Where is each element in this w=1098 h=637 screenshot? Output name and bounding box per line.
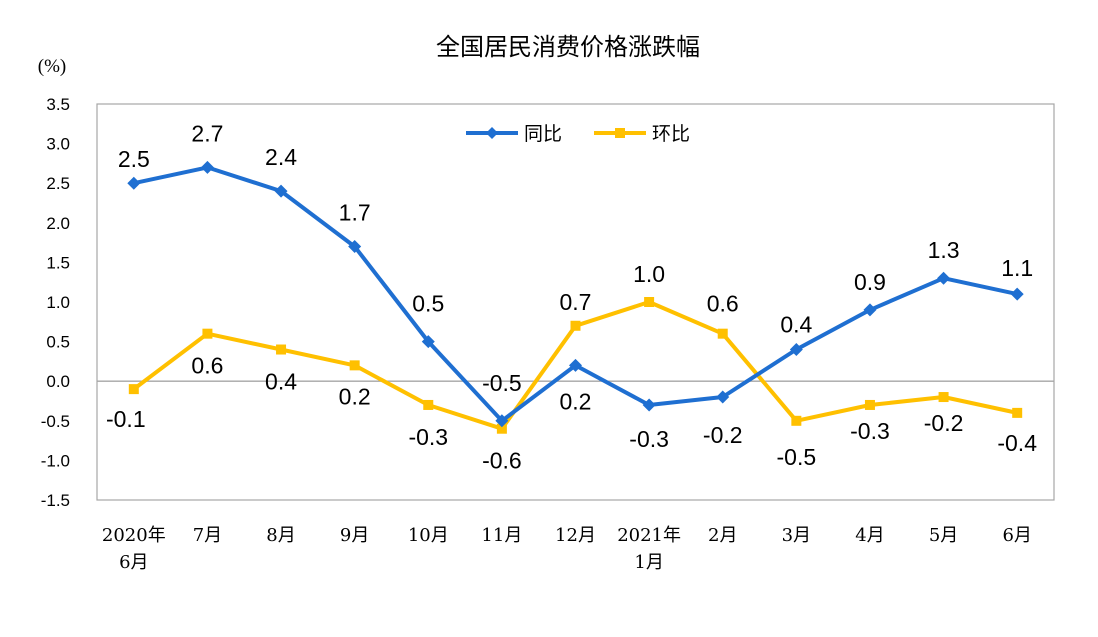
- data-label-mom: 1.0: [633, 261, 665, 287]
- data-point-yoy: [200, 160, 214, 174]
- legend-marker-mom: [615, 128, 625, 138]
- y-tick-label: -1.0: [41, 451, 70, 470]
- legend-label-mom: 环比: [652, 123, 690, 145]
- x-tick-label: 2021年: [617, 525, 681, 546]
- data-point-mom: [644, 297, 655, 307]
- data-label-mom: -0.1: [106, 406, 146, 432]
- x-tick-label: 6月: [119, 552, 148, 573]
- data-point-mom: [276, 344, 287, 355]
- data-label-mom: 0.2: [339, 383, 371, 409]
- data-point-yoy: [716, 390, 730, 404]
- data-point-mom: [349, 360, 360, 371]
- data-label-mom: 0.7: [560, 289, 592, 315]
- data-point-yoy: [1010, 287, 1024, 301]
- x-tick-label: 4月: [855, 525, 884, 546]
- data-label-yoy: 2.7: [191, 120, 223, 146]
- data-label-yoy: -0.2: [703, 422, 743, 448]
- x-tick-label: 1月: [634, 552, 663, 573]
- y-tick-label: 2.0: [46, 214, 70, 233]
- data-point-mom: [1012, 407, 1023, 418]
- data-point-yoy: [127, 176, 141, 190]
- y-tick-label: -0.5: [41, 412, 70, 431]
- data-label-yoy: 1.7: [339, 200, 371, 226]
- data-point-yoy: [348, 240, 362, 254]
- data-point-mom: [791, 415, 802, 426]
- data-point-mom: [864, 399, 875, 410]
- data-label-yoy: 2.4: [265, 144, 297, 170]
- data-labels-layer: 2.5 2.7 2.4 1.7 0.5 -0.5 0.4 0.9 1.3 1.1 -0.1 0.6 0.…: [106, 120, 1037, 473]
- x-tick-label: 6月: [1002, 525, 1031, 546]
- data-label-yoy: -0.5: [482, 370, 522, 396]
- y-tick-label: 1.5: [46, 253, 70, 272]
- data-point-yoy: [569, 358, 582, 372]
- data-point-mom: [128, 384, 139, 395]
- y-tick-label: -1.5: [41, 491, 70, 510]
- x-tick-label: 8月: [266, 525, 295, 546]
- x-tick-label: 10月: [408, 525, 449, 546]
- y-tick-label: 0.5: [46, 333, 70, 352]
- data-point-mom: [717, 328, 728, 339]
- x-tick-label: 2月: [708, 525, 737, 546]
- y-tick-label: 1.0: [46, 293, 70, 312]
- x-tick-label: 12月: [555, 525, 596, 546]
- data-point-mom: [423, 399, 434, 410]
- plot-frame: [96, 103, 1055, 501]
- data-point-yoy: [863, 303, 877, 317]
- data-label-yoy: 2.5: [118, 146, 150, 172]
- legend: 同比 环比: [466, 123, 690, 145]
- x-tick-label: 5月: [929, 525, 958, 546]
- data-label-yoy: 1.1: [1001, 255, 1033, 281]
- data-label-yoy: 1.3: [928, 237, 960, 263]
- data-point-yoy: [274, 184, 288, 198]
- chart-title: 全国居民消费价格涨跌幅: [436, 33, 700, 61]
- data-point-mom: [938, 392, 949, 403]
- data-label-mom: 0.4: [265, 369, 297, 395]
- data-label-yoy: 0.9: [854, 269, 886, 295]
- y-tick-label: 2.5: [46, 174, 70, 193]
- data-label-mom: -0.4: [997, 430, 1037, 456]
- data-label-mom: -0.2: [924, 410, 964, 436]
- data-point-yoy: [495, 414, 509, 428]
- y-tick-label: 3.5: [46, 95, 70, 114]
- data-label-yoy: 0.5: [412, 291, 444, 317]
- data-point-mom: [570, 320, 581, 331]
- x-tick-label: 11月: [481, 525, 522, 546]
- legend-label-yoy: 同比: [524, 123, 562, 145]
- data-label-mom: 0.6: [707, 291, 739, 317]
- legend-marker-yoy: [486, 127, 498, 139]
- data-point-yoy: [642, 398, 656, 412]
- data-point-yoy: [421, 335, 435, 349]
- y-tick-label: 0.0: [46, 372, 70, 391]
- x-tick-label: 9月: [340, 525, 369, 546]
- data-label-mom: -0.3: [850, 418, 890, 444]
- y-tick-label: 3.0: [46, 135, 70, 154]
- x-tick-label: 3月: [782, 525, 811, 546]
- data-point-yoy: [937, 271, 951, 285]
- data-label-mom: -0.6: [482, 448, 522, 474]
- data-label-yoy: -0.3: [629, 426, 669, 452]
- data-label-yoy: 0.2: [560, 388, 592, 414]
- x-tick-label: 2020年: [102, 525, 166, 546]
- series-layer: [127, 160, 1024, 434]
- data-point-mom: [496, 423, 507, 434]
- data-point-yoy: [789, 343, 803, 357]
- data-label-mom: 0.6: [191, 353, 223, 379]
- data-label-yoy: 0.4: [780, 312, 812, 338]
- data-label-mom: -0.3: [408, 424, 448, 450]
- x-tick-label: 7月: [193, 525, 222, 546]
- data-point-mom: [202, 328, 213, 339]
- data-label-mom: -0.5: [777, 444, 817, 470]
- axes-layer: 3.5 3.0 2.5 2.0 1.5 1.0 0.5 0.0 -0.5 -1.0 -1.5 2020…: [41, 95, 1054, 573]
- y-axis-unit: (%): [38, 56, 66, 77]
